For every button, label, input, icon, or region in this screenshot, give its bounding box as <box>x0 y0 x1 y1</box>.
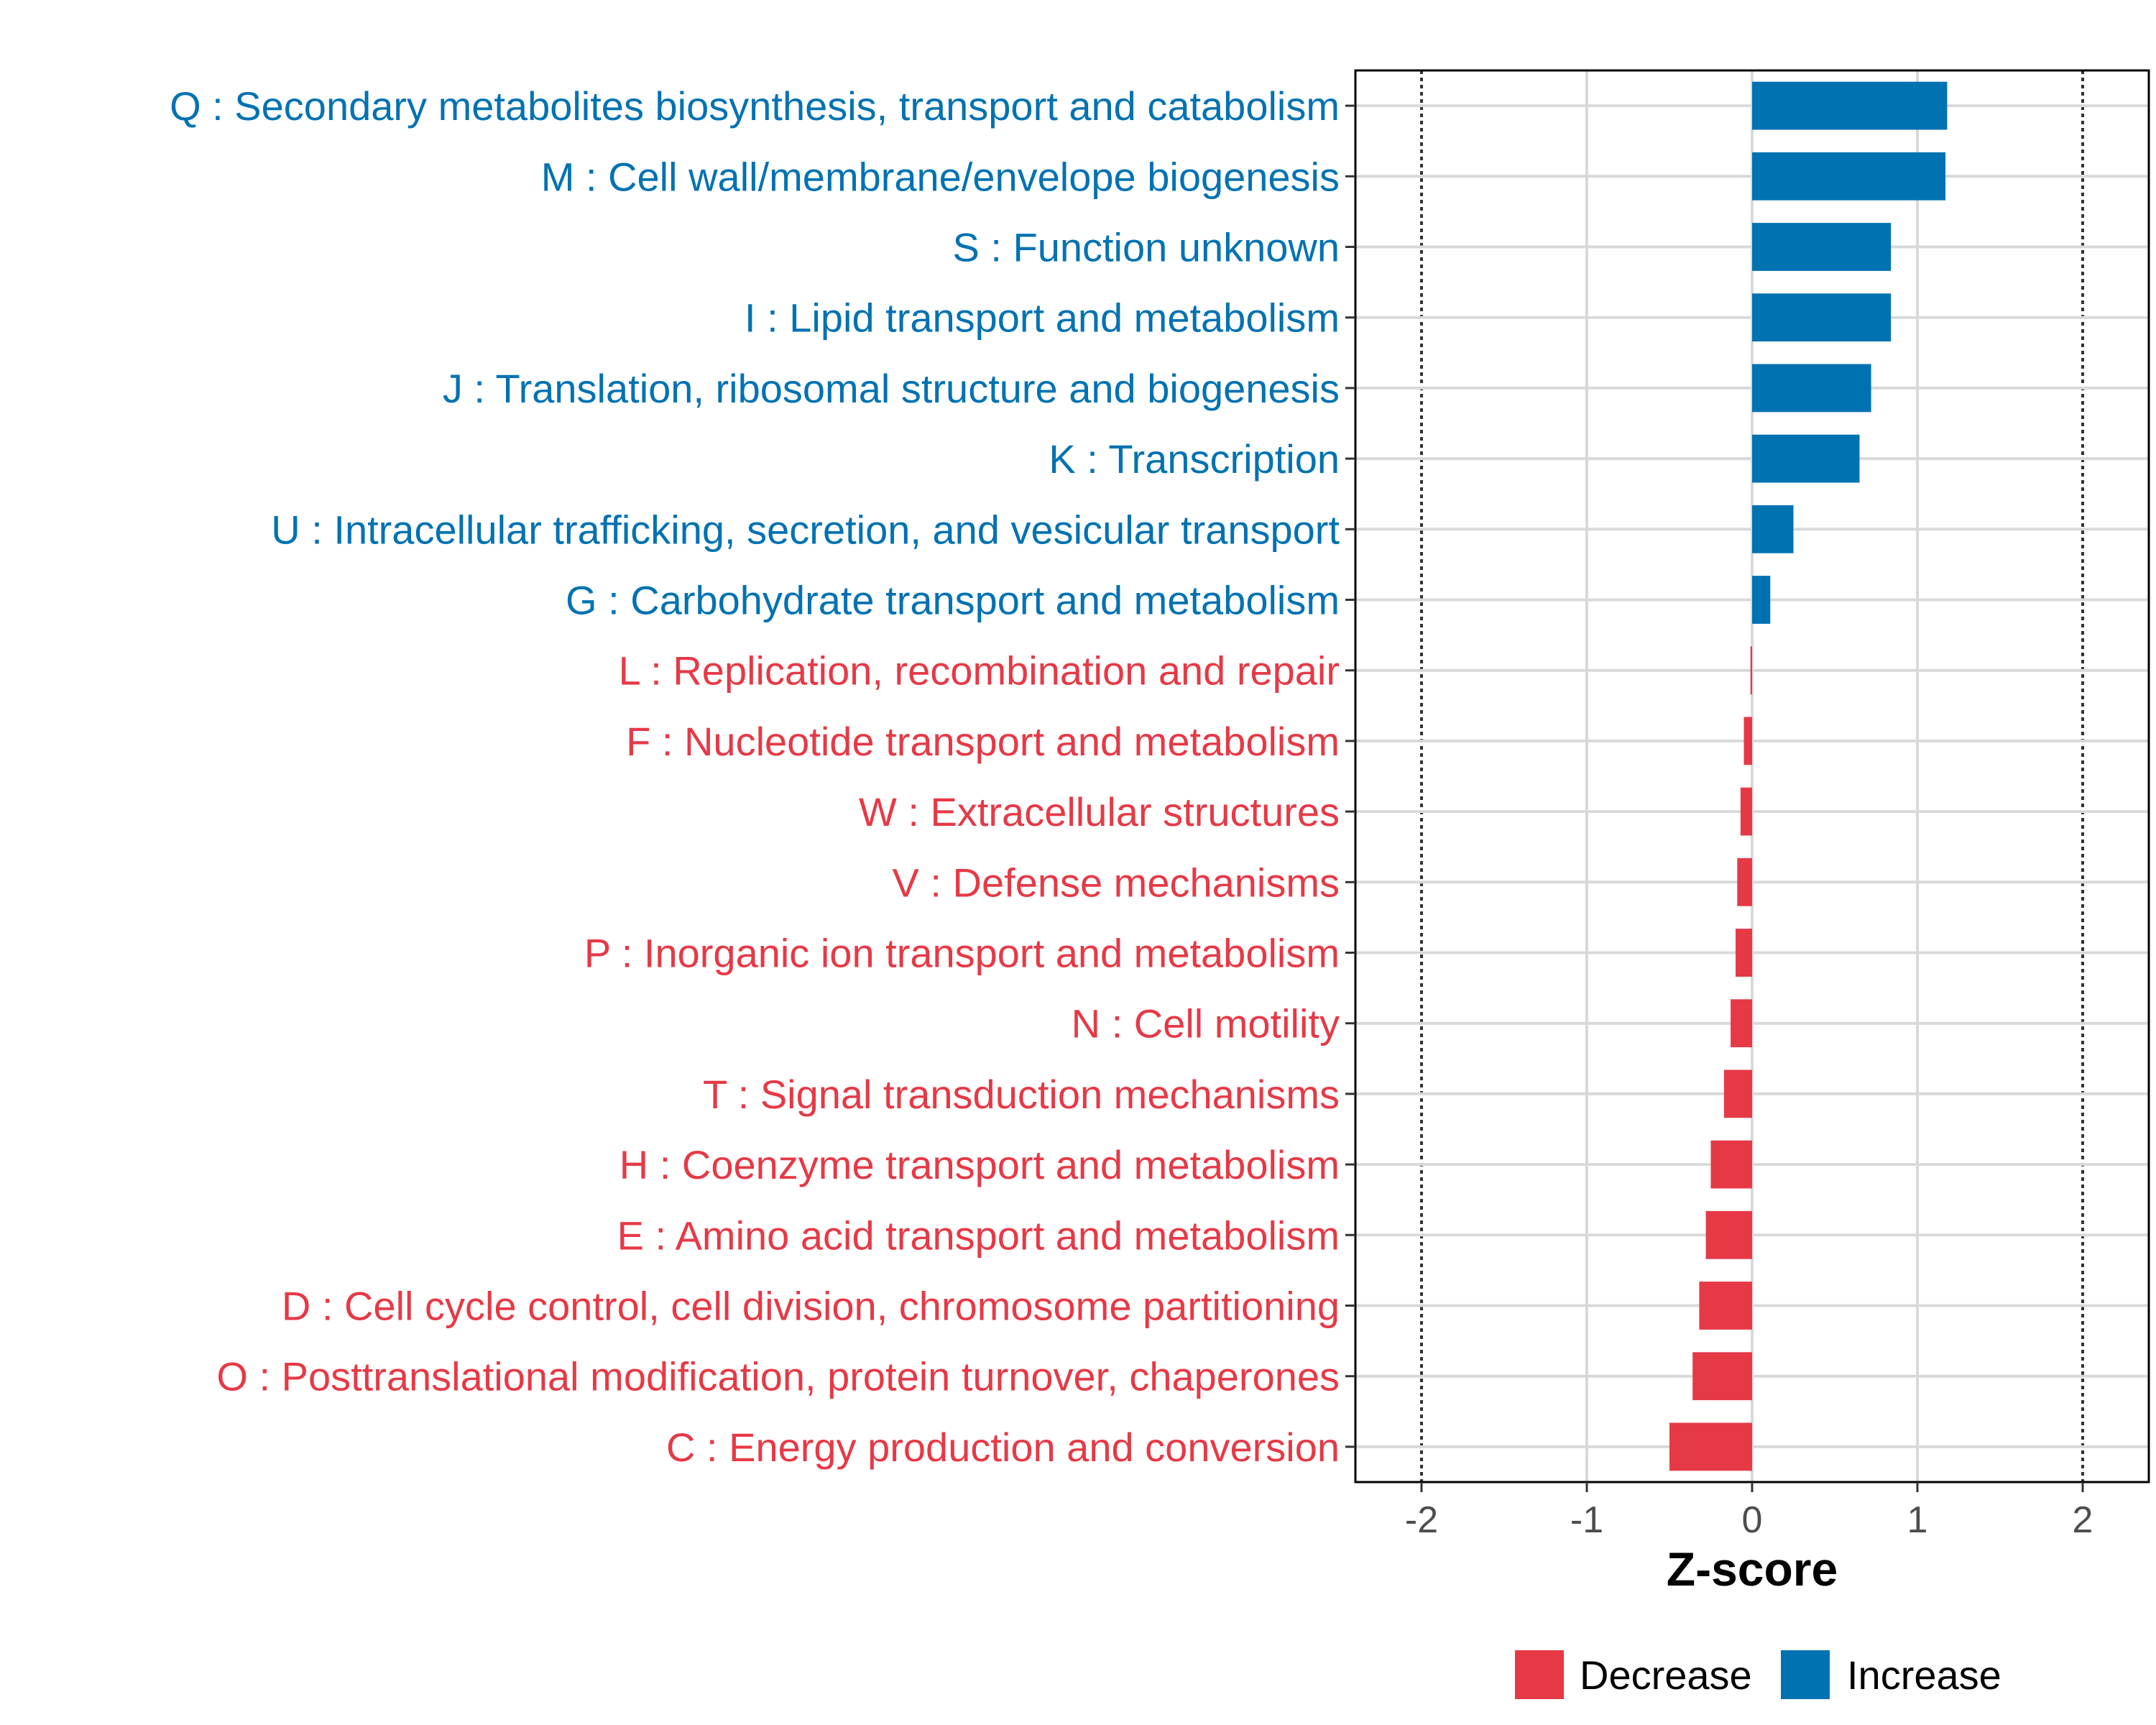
category-label: C : Energy production and conversion <box>666 1425 1340 1470</box>
category-label: H : Coenzyme transport and metabolism <box>619 1142 1340 1187</box>
legend-swatch-increase <box>1781 1650 1830 1699</box>
bar <box>1740 787 1752 836</box>
category-label: K : Transcription <box>1049 436 1340 482</box>
x-tick-label: 0 <box>1742 1499 1763 1541</box>
category-label: W : Extracellular structures <box>859 789 1340 834</box>
bar <box>1699 1282 1752 1330</box>
bar <box>1705 1210 1752 1259</box>
category-label: G : Carbohydrate transport and metabolis… <box>566 578 1340 623</box>
axis-ticks <box>1345 104 2084 1492</box>
category-label: Q : Secondary metabolites biosynthesis, … <box>170 83 1340 129</box>
category-label: D : Cell cycle control, cell division, c… <box>282 1284 1340 1329</box>
bar <box>1743 717 1752 765</box>
category-label: I : Lipid transport and metabolism <box>745 295 1340 341</box>
category-label: E : Amino acid transport and metabolism <box>617 1213 1340 1258</box>
bar <box>1752 364 1871 413</box>
x-tick-label: -1 <box>1570 1499 1603 1541</box>
category-label: U : Intracellular trafficking, secretion… <box>271 507 1340 552</box>
category-label: S : Function unknown <box>952 225 1340 270</box>
category-label: T : Signal transduction mechanisms <box>703 1072 1340 1117</box>
legend: Decrease Increase <box>1515 1650 2001 1699</box>
x-axis-title: Z-score <box>1667 1542 1838 1596</box>
bar <box>1731 999 1752 1048</box>
category-labels: Q : Secondary metabolites biosynthesis, … <box>170 83 1340 1470</box>
category-label: P : Inorganic ion transport and metaboli… <box>584 931 1340 976</box>
category-label: L : Replication, recombination and repai… <box>619 648 1340 694</box>
bar <box>1752 223 1892 271</box>
bar <box>1752 576 1771 624</box>
bar <box>1723 1070 1752 1118</box>
bar <box>1710 1140 1752 1189</box>
x-tick-label: 1 <box>1907 1499 1928 1541</box>
bar <box>1752 152 1946 201</box>
x-tick-label: -2 <box>1405 1499 1438 1541</box>
legend-label-decrease: Decrease <box>1580 1652 1752 1698</box>
bar <box>1752 505 1794 553</box>
category-label: V : Defense mechanisms <box>893 860 1340 905</box>
x-tick-label: 2 <box>2073 1499 2093 1541</box>
bar <box>1692 1352 1752 1401</box>
bar <box>1736 929 1752 977</box>
x-tick-labels: -2 -1 0 1 2 <box>1405 1499 2093 1541</box>
legend-swatch-decrease <box>1515 1650 1564 1699</box>
bar <box>1752 293 1892 342</box>
category-label: F : Nucleotide transport and metabolism <box>626 719 1340 764</box>
category-label: M : Cell wall/membrane/envelope biogenes… <box>541 154 1340 199</box>
bar <box>1669 1422 1752 1471</box>
bar <box>1737 857 1752 906</box>
bars <box>1669 81 1948 1471</box>
bar <box>1752 81 1948 130</box>
bar <box>1750 646 1752 695</box>
category-label: N : Cell motility <box>1072 1001 1340 1046</box>
category-label: O : Posttranslational modification, prot… <box>216 1354 1340 1399</box>
bar <box>1752 434 1860 483</box>
legend-label-increase: Increase <box>1847 1652 2001 1698</box>
category-label: J : Translation, ribosomal structure and… <box>443 366 1340 411</box>
